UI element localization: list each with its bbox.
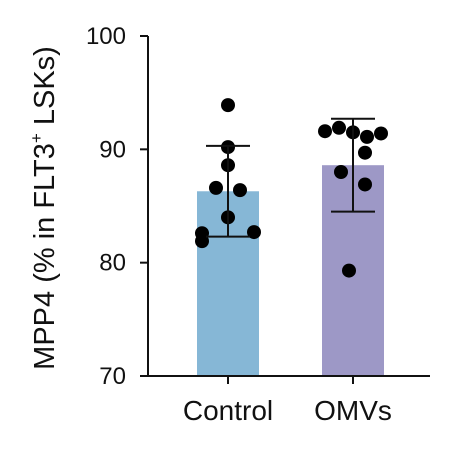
data-point-omvs xyxy=(360,130,374,144)
y-axis-label-superscript: + xyxy=(27,133,46,143)
y-tick-label: 100 xyxy=(86,23,126,50)
data-point-omvs xyxy=(342,264,356,278)
x-tick-label-omvs: OMVs xyxy=(314,395,392,426)
data-point-omvs xyxy=(318,124,332,138)
plot-area xyxy=(195,98,388,376)
data-point-omvs xyxy=(374,126,388,140)
data-point-control xyxy=(233,183,247,197)
y-axis-label-rest: LSKs) xyxy=(29,46,61,133)
y-tick-label: 80 xyxy=(99,250,126,277)
data-point-omvs xyxy=(334,165,348,179)
y-axis-label: MPP4 (% in FLT3+ LSKs) xyxy=(27,46,61,370)
y-tick-label: 70 xyxy=(99,363,126,390)
data-point-control xyxy=(209,181,223,195)
y-tick-label: 90 xyxy=(99,136,126,163)
x-tick-label-control: Control xyxy=(183,395,273,426)
data-point-control xyxy=(221,98,235,112)
data-point-omvs xyxy=(332,121,346,135)
data-point-omvs xyxy=(358,177,372,191)
data-point-omvs xyxy=(358,146,372,160)
y-axis-label-main: MPP4 (% in FLT3 xyxy=(29,143,61,370)
